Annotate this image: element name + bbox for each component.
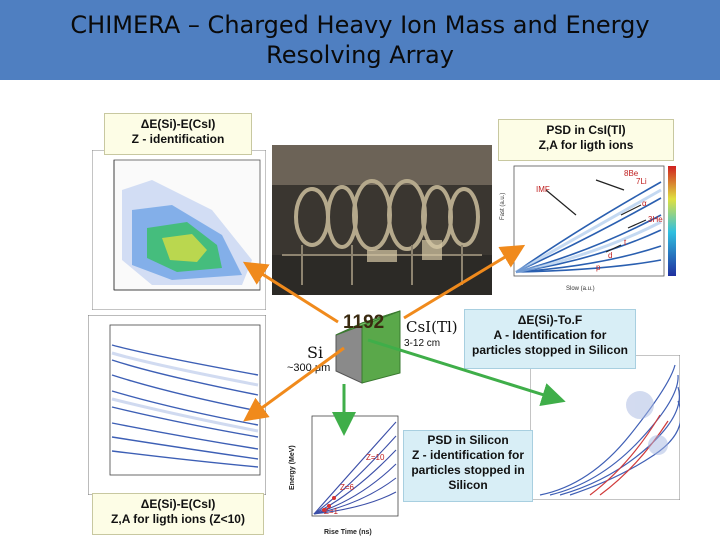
psd-csi-plot: Fast (a.u.) Slow (a.u.) 8Be 7Li IMF α 3H… [496,160,686,295]
page-title: CHIMERA – Charged Heavy Ion Mass and Ene… [70,11,650,69]
de-tof-plot-image [530,355,680,500]
ion-label-8be: 8Be [624,169,639,178]
csi-length-label: 3-12 cm [404,338,441,349]
title-bar: CHIMERA – Charged Heavy Ion Mass and Ene… [0,0,720,80]
detector-element-diagram [335,310,401,384]
label-box-de-e-z-id: ΔE(Si)-E(CsI) Z - identification [104,113,252,155]
box-line: particles stopped in Silicon [471,343,629,357]
box-line: A - Identification for [493,328,607,342]
ion-label-imf: IMF [536,185,550,194]
ion-label-d: d [608,251,612,260]
box-line: Silicon [448,478,488,492]
ion-label-alpha: α [642,199,647,208]
arrow-to-psd-csi [403,244,526,320]
box-line: Z - identification [131,132,225,146]
box-line: Z,A for ligth ions (Z<10) [111,512,245,526]
si-label: Si [307,343,324,362]
box-line: PSD in Silicon [427,433,509,447]
box-line: ΔE(Si)-E(CsI) [140,497,216,511]
box-line: Z,A for ligth ions [538,138,634,152]
box-line: Z - identification for [412,448,524,462]
box-line: ΔE(Si)-E(CsI) [140,117,216,131]
arrow-to-de-e-light [243,346,345,422]
ion-label-t: t [624,238,627,247]
de-e-plot-top-left [92,150,266,310]
arrow-to-de-tof [367,338,566,407]
z-label-10: Z=10 [366,453,385,462]
psd-csi-xlabel: Slow (a.u.) [566,286,595,292]
de-tof-plot [530,355,680,500]
label-box-de-tof: ΔE(Si)-To.F A - Identification for parti… [464,309,636,369]
detector-count: 1192 [343,312,385,333]
de-e-plot-image [92,150,266,310]
psd-csi-ylabel: Fast (a.u.) [500,193,506,220]
csi-label: CsI(Tl) [406,318,458,336]
psd-si-xlabel: Rise Time (ns) [324,529,372,536]
box-line: ΔE(Si)-To.F [517,313,583,327]
de-e-light-ions-plot [88,315,266,495]
ion-label-3he: 3He [648,215,663,224]
box-line: particles stopped in [411,463,525,477]
label-box-psd-csi: PSD in CsI(Tl) Z,A for ligth ions [498,119,674,161]
z-label-1: Z=1 [324,507,339,516]
de-e-light-ions-image [88,315,266,495]
psd-si-ylabel: Energy (MeV) [289,445,296,490]
ion-label-p: p [596,263,601,272]
label-box-de-e-light-ions: ΔE(Si)-E(CsI) Z,A for ligth ions (Z<10) [92,493,264,535]
psd-csi-plot-image: Fast (a.u.) Slow (a.u.) 8Be 7Li IMF α 3H… [496,160,686,295]
z-label-6: Z=6 [340,483,355,492]
arrow-to-de-e [242,261,339,324]
label-box-psd-si: PSD in Silicon Z - identification for pa… [403,430,533,502]
ion-label-7li: 7Li [636,177,647,186]
box-line: PSD in CsI(Tl) [546,123,626,137]
